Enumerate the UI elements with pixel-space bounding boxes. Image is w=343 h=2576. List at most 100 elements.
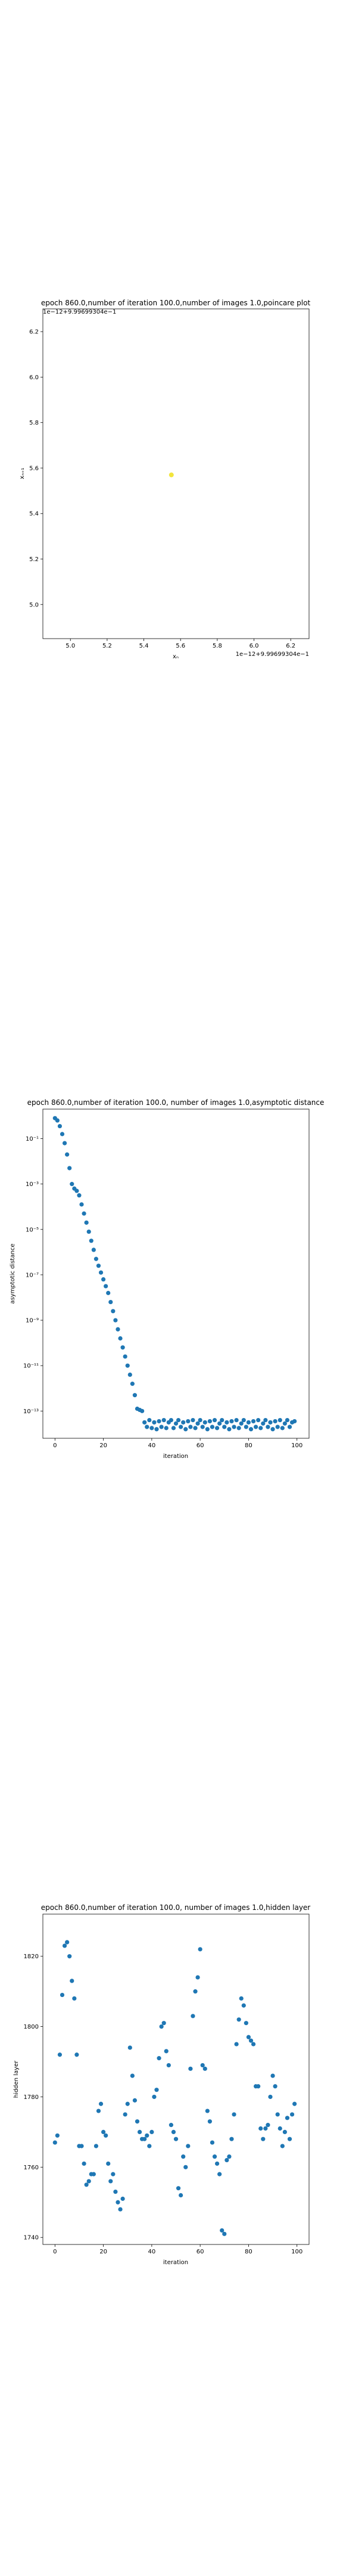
data-point <box>227 2154 232 2159</box>
data-point <box>147 1417 152 1423</box>
data-point <box>108 1299 113 1305</box>
y-tick-label: 5.2 <box>29 556 39 563</box>
data-point <box>270 1427 275 1432</box>
data-point <box>258 1426 263 1431</box>
x-tick-label: 5.2 <box>102 643 112 649</box>
data-point <box>113 2189 118 2194</box>
data-point <box>287 2137 292 2141</box>
data-point <box>261 2137 266 2141</box>
data-point <box>268 2094 273 2100</box>
data-point <box>236 2017 241 2022</box>
chart-title: epoch 860.0,number of iteration 100.0, n… <box>41 1903 311 1912</box>
data-point <box>224 2157 229 2163</box>
data-point <box>70 1182 74 1187</box>
data-point <box>106 2161 111 2166</box>
data-point <box>145 1425 149 1429</box>
data-point <box>244 1425 248 1429</box>
data-point <box>127 2045 132 2050</box>
y-tick-label: 1740 <box>24 2235 39 2241</box>
data-point <box>101 2129 106 2135</box>
y-tick-label: 10⁻⁷ <box>26 1272 39 1278</box>
x-tick-label: 5.8 <box>213 643 222 649</box>
data-point <box>157 1419 161 1424</box>
data-point <box>111 2172 116 2176</box>
data-point <box>159 1425 164 1429</box>
y-offset-text: 1e−12+9.99699304e−1 <box>43 309 116 315</box>
data-point <box>198 1417 202 1423</box>
data-point <box>191 1417 195 1423</box>
x-axis-label: iteration <box>163 1453 188 1460</box>
y-tick-label: 10⁻⁵ <box>26 1227 39 1233</box>
poincare-plot-chart: epoch 860.0,number of iteration 100.0,nu… <box>19 299 311 660</box>
data-point <box>241 2003 246 2008</box>
data-point <box>248 1427 254 1432</box>
x-tick-label: 20 <box>99 1442 107 1449</box>
x-tick-label: 40 <box>148 2249 155 2255</box>
data-point <box>152 2094 157 2100</box>
x-tick-label: 40 <box>148 1442 155 1449</box>
y-tick-label: 10⁻¹ <box>26 1136 39 1143</box>
data-point <box>210 1425 215 1429</box>
data-point <box>292 2101 297 2106</box>
data-point <box>91 1247 96 1252</box>
data-point <box>104 1284 108 1289</box>
data-point <box>275 1425 280 1429</box>
data-point <box>195 1975 200 1980</box>
data-point <box>173 1421 179 1426</box>
y-tick-label: 1820 <box>24 1953 39 1960</box>
data-point <box>152 1420 157 1425</box>
data-point <box>195 1421 200 1426</box>
data-point <box>251 1419 256 1424</box>
data-point <box>96 1264 101 1268</box>
data-point <box>239 1421 244 1426</box>
data-point <box>254 1425 258 1429</box>
data-point <box>273 1419 277 1424</box>
data-point <box>246 1420 251 1425</box>
y-tick-label: 1780 <box>24 2094 39 2101</box>
data-point <box>232 2112 236 2117</box>
data-point <box>183 2165 188 2169</box>
data-point <box>93 1256 98 1261</box>
data-point <box>118 2207 123 2212</box>
data-point <box>176 2186 181 2191</box>
data-point <box>268 1420 273 1425</box>
x-tick-label: 60 <box>197 2249 204 2255</box>
data-point <box>77 1193 82 1198</box>
chart-title: epoch 860.0,number of iteration 100.0,nu… <box>41 299 311 307</box>
data-point <box>285 2116 290 2120</box>
data-point <box>104 2133 108 2138</box>
data-point <box>55 1118 60 1123</box>
data-point <box>186 2144 191 2148</box>
data-point <box>234 2042 239 2046</box>
data-point <box>179 1425 183 1429</box>
y-axis-label: hidden layer <box>13 2060 20 2098</box>
x-ticks: 0 20 40 60 80 100 <box>53 2244 303 2255</box>
data-point <box>207 1419 212 1424</box>
data-point <box>65 1152 70 1157</box>
data-point <box>282 2129 287 2135</box>
data-point <box>74 2052 79 2057</box>
data-point <box>220 1417 224 1423</box>
data-point <box>98 2101 104 2106</box>
data-point <box>222 1425 227 1429</box>
data-point <box>280 2144 285 2148</box>
data-point <box>179 2193 183 2198</box>
data-point <box>200 2063 205 2068</box>
data-point <box>166 2063 171 2068</box>
data-point <box>277 2126 282 2131</box>
x-tick-label: 5.4 <box>139 643 149 649</box>
data-point <box>222 2231 227 2236</box>
y-tick-label: 5.4 <box>29 511 39 518</box>
y-ticks: 10⁻¹ 10⁻³ 10⁻⁵ 10⁻⁷ 10⁻⁹ 10⁻¹¹ 10⁻¹³ <box>23 1136 43 1415</box>
data-point <box>212 2154 217 2159</box>
data-point <box>84 2182 89 2187</box>
x-tick-label: 5.0 <box>66 643 75 649</box>
data-point <box>98 1270 104 1275</box>
data-point <box>239 1996 244 2001</box>
data-point <box>188 1425 193 1429</box>
data-point <box>120 2196 125 2201</box>
y-tick-label: 10⁻¹³ <box>23 1408 39 1415</box>
data-point <box>65 1940 70 1945</box>
data-point <box>181 2154 186 2159</box>
data-point <box>132 1393 138 1398</box>
